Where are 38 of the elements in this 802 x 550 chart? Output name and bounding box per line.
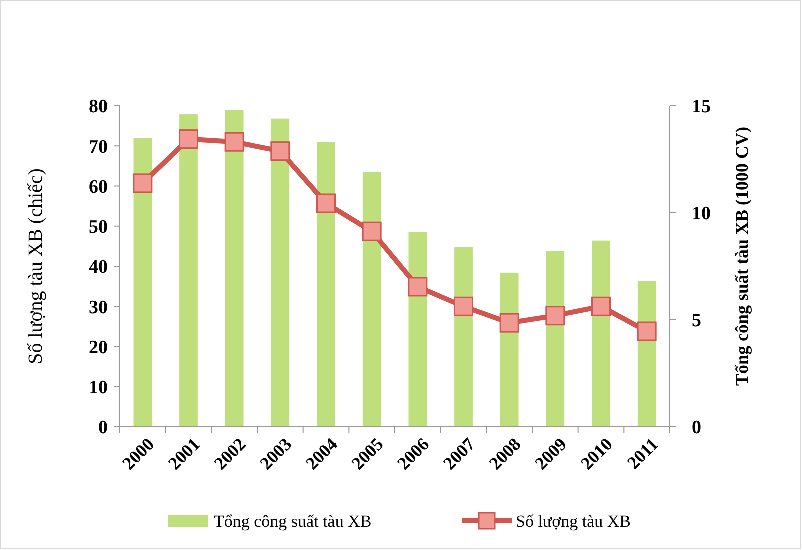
point bbox=[362, 222, 382, 242]
point bbox=[270, 142, 290, 162]
point bbox=[546, 306, 566, 326]
y-tick-label: 60 bbox=[89, 176, 108, 198]
bar bbox=[362, 172, 382, 427]
bar bbox=[225, 110, 244, 427]
y-tick-label: 70 bbox=[89, 136, 108, 158]
y-tick-label: 0 bbox=[98, 418, 108, 439]
y-tick-label: 80 bbox=[89, 96, 108, 118]
y-tick-label: 40 bbox=[89, 257, 108, 278]
y2-axis-title: Tổng công suất tàu XB (1000 CV) bbox=[732, 126, 752, 386]
y-tick-label: 10 bbox=[89, 378, 108, 399]
y2-tick-label: 5 bbox=[692, 310, 702, 332]
y2-tick-label: 15 bbox=[692, 96, 711, 118]
bar bbox=[271, 118, 290, 427]
y-axis-title: Số lượng tàu XB (chiếc) bbox=[25, 168, 47, 364]
legend-label: Tổng công suất tàu XB bbox=[214, 512, 372, 531]
y-tick-label: 50 bbox=[89, 217, 108, 238]
bar bbox=[454, 247, 473, 427]
y-tick-label: 20 bbox=[89, 337, 108, 358]
y2-tick-label: 0 bbox=[692, 418, 702, 439]
bar bbox=[180, 114, 198, 427]
y-tick-label: 30 bbox=[89, 297, 108, 318]
point bbox=[316, 194, 336, 214]
point bbox=[592, 296, 611, 316]
legend-label: Số lượng tàu XB bbox=[516, 512, 632, 531]
point bbox=[454, 296, 474, 316]
point bbox=[637, 322, 657, 342]
bar bbox=[134, 138, 152, 427]
x-tick-label: 2011 bbox=[623, 434, 662, 474]
point bbox=[408, 277, 428, 297]
bar bbox=[317, 142, 336, 427]
point bbox=[224, 132, 244, 152]
y2-tick-label: 10 bbox=[692, 204, 711, 225]
point bbox=[133, 174, 153, 194]
bar bbox=[592, 240, 610, 427]
point bbox=[500, 313, 520, 333]
point bbox=[179, 130, 198, 150]
